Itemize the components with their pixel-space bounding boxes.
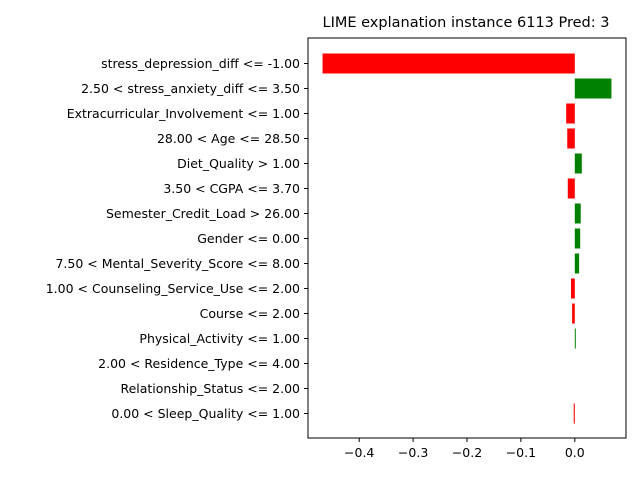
category-label-12: 2.00 < Residence_Type <= 4.00 xyxy=(98,356,300,371)
x-ticks-group: −0.4 −0.3 −0.2 −0.1 0.0 xyxy=(344,438,585,460)
category-label-14: 0.00 < Sleep_Quality <= 1.00 xyxy=(111,406,300,421)
bar-1 xyxy=(574,78,612,99)
category-label-9: 1.00 < Counseling_Service_Use <= 2.00 xyxy=(46,281,300,296)
category-label-7: Gender <= 0.00 xyxy=(197,231,300,246)
bar-7 xyxy=(574,228,581,249)
category-label-10: Course <= 2.00 xyxy=(200,306,300,321)
bar-8 xyxy=(574,253,580,274)
category-label-5: 3.50 < CGPA <= 3.70 xyxy=(163,181,300,196)
bar-2 xyxy=(566,103,575,124)
bar-3 xyxy=(567,128,575,149)
x-tick-label-3: −0.1 xyxy=(506,445,536,460)
plot-frame xyxy=(307,37,627,439)
category-label-3: 28.00 < Age <= 28.50 xyxy=(157,131,300,146)
x-tick-label-4: 0.0 xyxy=(565,445,585,460)
bar-14 xyxy=(573,403,575,424)
x-tick-label-2: −0.2 xyxy=(452,445,482,460)
x-tick-label-1: −0.3 xyxy=(398,445,428,460)
category-label-0: stress_depression_diff <= -1.00 xyxy=(101,56,300,71)
bar-9 xyxy=(571,278,575,299)
category-label-6: Semester_Credit_Load > 26.00 xyxy=(106,206,300,221)
x-tick-label-0: −0.4 xyxy=(344,445,374,460)
category-label-13: Relationship_Status <= 2.00 xyxy=(120,381,300,396)
bar-11 xyxy=(574,328,576,349)
category-label-4: Diet_Quality > 1.00 xyxy=(177,156,300,171)
bar-4 xyxy=(574,153,582,174)
category-label-8: 7.50 < Mental_Severity_Score <= 8.00 xyxy=(55,256,300,271)
category-labels-group: stress_depression_diff <= -1.00 2.50 < st… xyxy=(46,56,308,421)
chart-title: LIME explanation instance 6113 Pred: 3 xyxy=(323,15,610,31)
category-label-1: 2.50 < stress_anxiety_diff <= 3.50 xyxy=(81,81,300,96)
bar-5 xyxy=(567,178,575,199)
category-label-2: Extracurricular_Involvement <= 1.00 xyxy=(67,106,300,121)
category-label-11: Physical_Activity <= 1.00 xyxy=(139,331,300,346)
bar-0 xyxy=(322,53,575,74)
bar-10 xyxy=(572,303,575,324)
bars-group xyxy=(322,53,612,424)
bar-6 xyxy=(574,203,581,224)
